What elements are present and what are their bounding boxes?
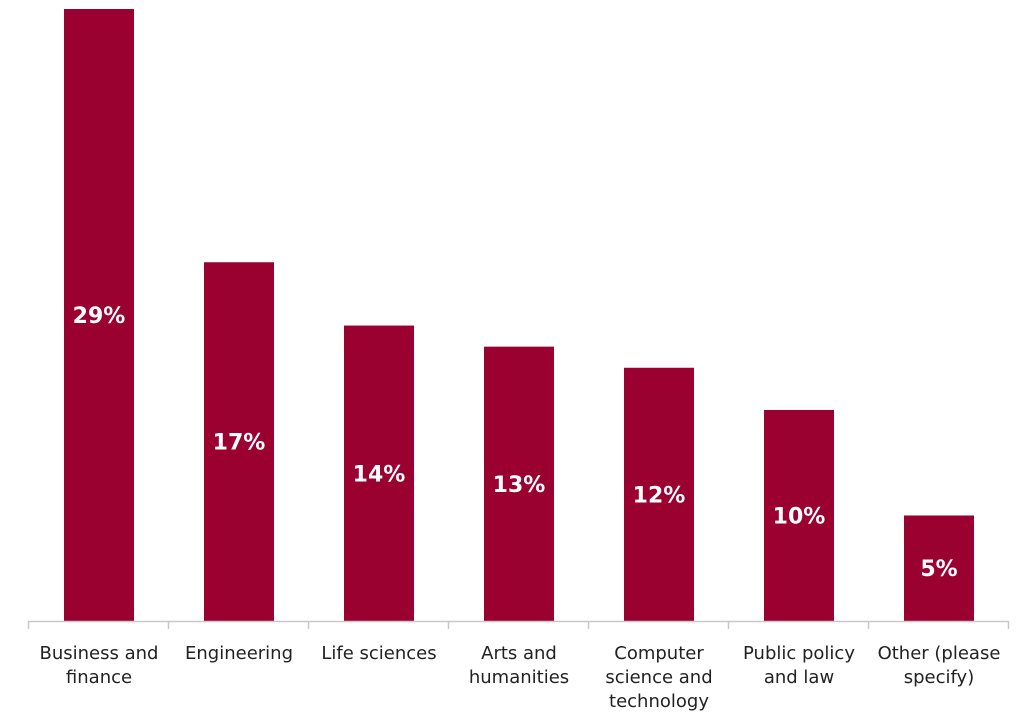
category-label-7: Other (please specify) <box>878 643 1001 688</box>
category-label-line: finance <box>66 667 132 688</box>
category-label-line: Other (please <box>878 643 1001 664</box>
bar-5 <box>624 367 694 621</box>
category-label-2: Engineering <box>185 643 293 664</box>
category-label-line: specify) <box>904 667 974 688</box>
category-label-line: Engineering <box>185 643 293 664</box>
bar-3 <box>344 325 414 621</box>
category-label-line: Computer <box>614 643 704 664</box>
bar-data-label-2: 17% <box>213 431 266 456</box>
bar-data-label-7: 5% <box>920 557 957 582</box>
bar-data-label-4: 13% <box>493 473 546 498</box>
bar-6 <box>764 409 834 621</box>
x-axis <box>27 620 1010 629</box>
category-label-line: Public policy <box>743 643 855 664</box>
bar-1 <box>64 9 134 621</box>
bar-data-label-1: 29% <box>73 304 126 329</box>
bar-data-label-5: 12% <box>633 483 686 508</box>
category-label-line: Arts and <box>481 643 557 664</box>
category-label-1: Business and finance <box>40 643 159 688</box>
category-label-line: technology <box>609 691 709 712</box>
category-label-3: Life sciences <box>321 643 436 664</box>
category-label-line: science and <box>605 667 712 688</box>
category-label-line: Life sciences <box>321 643 436 664</box>
category-label-6: Public policy and law <box>743 643 855 688</box>
bar-7 <box>904 515 974 621</box>
category-labels-group: Business and finance Engineering Life scien… <box>40 643 1001 712</box>
bar-2 <box>204 262 274 621</box>
category-label-5: Computer science and technology <box>605 643 712 712</box>
bars-group: 29% 17% 14% 13% 12% 10% 5% <box>64 9 974 621</box>
category-label-4: Arts and humanities <box>469 643 569 688</box>
bar-data-label-6: 10% <box>773 504 826 529</box>
bar-data-label-3: 14% <box>353 462 406 487</box>
bar-4 <box>484 346 554 621</box>
category-label-line: and law <box>764 667 834 688</box>
category-label-line: Business and <box>40 643 159 664</box>
category-label-line: humanities <box>469 667 569 688</box>
